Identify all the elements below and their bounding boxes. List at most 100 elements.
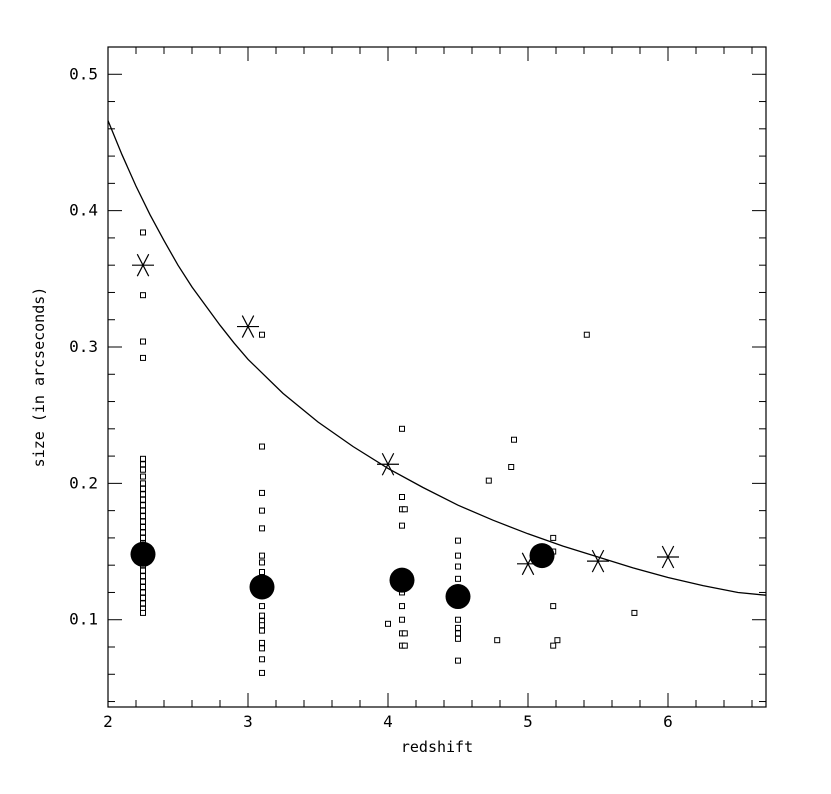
square-point: [399, 494, 405, 500]
square-point: [140, 292, 146, 299]
x-tick-label: 5: [523, 712, 533, 731]
square-point: [259, 656, 265, 663]
square-point: [455, 616, 461, 623]
x-tick-label: 6: [663, 712, 673, 731]
square-point: [140, 466, 146, 473]
square-point: [455, 624, 461, 631]
y-tick-label: 0.2: [69, 473, 98, 492]
square-point: [455, 657, 461, 664]
square-point: [140, 609, 146, 616]
square-point: [554, 637, 561, 644]
asterisk-point: [377, 452, 399, 476]
square-point: [259, 669, 265, 676]
square-point: [140, 589, 146, 596]
asterisks-layer: [132, 253, 679, 576]
square-point: [401, 506, 408, 513]
square-point: [140, 524, 146, 530]
asterisk-point: [657, 545, 679, 569]
plot-frame: [107, 46, 767, 708]
square-point: [140, 594, 146, 601]
square-point: [550, 642, 557, 649]
square-point: [140, 496, 146, 503]
square-point: [259, 552, 265, 559]
square-point: [631, 609, 638, 616]
circle-point: [529, 543, 555, 569]
asterisk-point: [132, 253, 154, 277]
square-point: [259, 525, 265, 532]
square-point: [455, 552, 461, 559]
y-tick-label: 0.5: [69, 64, 98, 83]
square-point: [485, 477, 492, 484]
square-point: [259, 559, 265, 566]
square-point: [140, 584, 146, 590]
square-point: [259, 639, 265, 646]
circle-point: [249, 574, 275, 600]
square-point: [259, 443, 265, 450]
y-tick-label: 0.1: [69, 610, 98, 629]
x-tick-label: 4: [383, 712, 393, 731]
square-point: [140, 529, 146, 536]
asterisk-point: [517, 552, 539, 576]
x-axis-label: redshift: [401, 738, 473, 756]
circle-point: [130, 541, 156, 567]
square-point: [140, 229, 146, 236]
square-point: [399, 522, 405, 529]
square-point: [140, 480, 146, 487]
square-point: [140, 473, 146, 480]
circle-point: [445, 584, 471, 610]
square-point: [140, 354, 146, 361]
square-point: [401, 630, 408, 637]
square-point: [399, 603, 405, 610]
axis-ticks: [107, 46, 766, 707]
square-point: [140, 518, 146, 525]
square-point: [140, 573, 146, 580]
square-point: [399, 616, 405, 623]
square-point: [259, 603, 265, 610]
square-point: [140, 491, 146, 498]
square-point: [455, 635, 461, 642]
y-axis-label: size (in arcseconds): [30, 287, 48, 468]
asterisk-point: [237, 315, 259, 338]
square-point: [259, 645, 265, 652]
square-point: [259, 489, 265, 496]
square-point: [140, 455, 146, 462]
square-point: [259, 507, 265, 514]
square-point: [259, 331, 265, 338]
square-point: [455, 563, 461, 570]
square-point: [140, 507, 146, 514]
square-point: [401, 642, 408, 649]
square-point: [259, 612, 265, 619]
square-point: [259, 569, 265, 575]
circles-layer: [130, 541, 555, 610]
square-point: [455, 575, 461, 582]
square-point: [140, 578, 146, 585]
square-point: [259, 622, 265, 629]
tick-labels: 2 3 4 5 6 0.1 0.2 0.3 0.4 0.5: [69, 64, 673, 731]
square-point: [140, 567, 146, 574]
square-point: [455, 537, 461, 544]
square-point: [140, 461, 146, 468]
x-tick-label: 2: [103, 712, 113, 731]
square-point: [550, 534, 557, 541]
square-point: [140, 485, 146, 492]
square-point: [140, 534, 146, 541]
square-point: [399, 425, 405, 432]
square-point: [550, 603, 557, 610]
square-point: [140, 338, 146, 345]
square-point: [385, 620, 391, 627]
square-point: [140, 502, 146, 509]
square-point: [140, 513, 146, 520]
square-point: [259, 627, 265, 634]
square-point: [508, 464, 515, 470]
square-point: [583, 331, 590, 338]
curve-layer: [107, 120, 767, 596]
x-tick-label: 3: [243, 712, 253, 731]
square-point: [455, 630, 461, 637]
square-point: [511, 436, 517, 443]
size-curve: [107, 120, 767, 596]
y-tick-label: 0.3: [69, 337, 98, 356]
square-point: [494, 637, 501, 644]
squares-layer: [140, 229, 638, 676]
square-point: [140, 600, 146, 607]
